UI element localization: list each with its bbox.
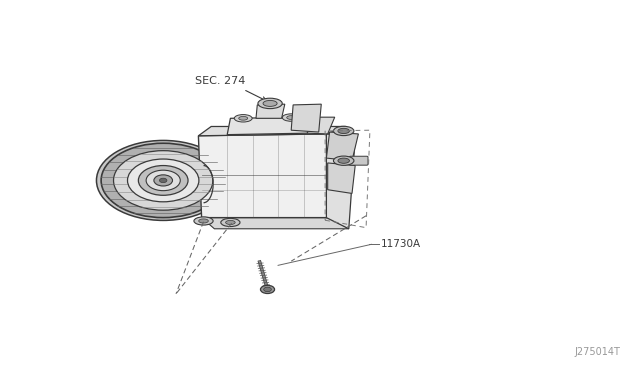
Ellipse shape [234,115,252,122]
Polygon shape [198,126,346,136]
Polygon shape [202,218,349,229]
Ellipse shape [198,219,209,223]
Ellipse shape [138,166,188,195]
Ellipse shape [258,98,282,109]
Ellipse shape [113,151,213,210]
Ellipse shape [282,114,300,121]
Ellipse shape [338,128,349,134]
Ellipse shape [97,140,230,220]
Polygon shape [326,132,358,161]
Ellipse shape [101,143,225,218]
Polygon shape [198,134,330,218]
Ellipse shape [159,178,167,183]
Polygon shape [227,117,314,135]
Ellipse shape [194,217,213,225]
Text: SEC. 274: SEC. 274 [195,76,246,86]
Text: 11730A: 11730A [381,239,421,248]
Ellipse shape [127,159,199,202]
Ellipse shape [263,100,277,106]
Ellipse shape [287,116,296,119]
Polygon shape [328,163,355,193]
Polygon shape [326,134,355,229]
Ellipse shape [333,156,354,166]
Polygon shape [256,104,285,118]
Ellipse shape [333,126,354,136]
Ellipse shape [260,285,275,294]
Ellipse shape [146,170,180,190]
Ellipse shape [264,287,271,292]
Ellipse shape [154,175,173,186]
Polygon shape [307,117,335,134]
Ellipse shape [225,220,236,224]
FancyBboxPatch shape [349,156,368,165]
Ellipse shape [239,116,248,120]
Ellipse shape [338,158,349,163]
Ellipse shape [221,218,240,227]
Polygon shape [291,104,321,132]
Text: J275014T: J275014T [575,347,621,357]
